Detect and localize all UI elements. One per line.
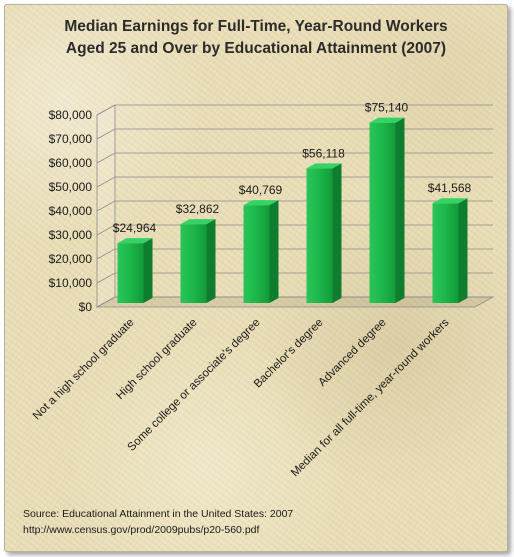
gridline	[96, 200, 493, 212]
data-label: $24,964	[113, 221, 157, 235]
source-url: http://www.census.gov/prod/2009pubs/p20-…	[23, 524, 259, 536]
y-tick-label: $70,000	[49, 132, 93, 146]
bar-top	[243, 200, 279, 206]
gridline	[96, 296, 493, 308]
y-tick-label: $80,000	[49, 108, 93, 122]
bar	[180, 219, 216, 303]
bar	[117, 238, 153, 303]
bar-front	[432, 203, 459, 303]
bar-top	[306, 163, 342, 169]
bar-side	[143, 238, 153, 303]
y-tick-label: $0	[79, 300, 93, 314]
bars	[117, 117, 468, 303]
gridline	[96, 272, 493, 284]
chart-title: Median Earnings for Full-Time, Year-Roun…	[64, 18, 447, 57]
gridline	[96, 104, 493, 116]
gridline	[96, 176, 493, 188]
data-labels: $24,964 $32,862 $40,769 $56,118 $75,140 $41,5…	[113, 101, 472, 235]
data-label: $32,862	[176, 202, 220, 216]
y-axis: $0 $10,000 $20,000 $30,000 $40,000 $50,000 $60…	[49, 108, 93, 314]
bar-top	[180, 219, 216, 225]
y-tick-label: $50,000	[49, 180, 93, 194]
bar-side	[332, 163, 342, 303]
chart-card: Median Earnings for Full-Time, Year-Roun…	[4, 4, 508, 552]
x-tick-label: Bachelor's degree	[252, 317, 326, 391]
chart-title-line-2: Aged 25 and Over by Educational Attainme…	[66, 40, 446, 57]
data-label: $75,140	[365, 101, 409, 115]
gridline	[96, 224, 493, 236]
data-label: $41,568	[428, 181, 472, 195]
x-tick-label: Advanced degree	[316, 317, 388, 389]
bar-front	[306, 168, 333, 303]
bar-top	[369, 117, 405, 123]
source-line-1: Source: Educational Attainment in the Un…	[23, 508, 293, 520]
bar	[369, 117, 405, 303]
y-tick-label: $40,000	[49, 204, 93, 218]
gridline	[96, 152, 493, 164]
bar-front	[117, 243, 144, 303]
y-tick-label: $20,000	[49, 252, 93, 266]
bar	[243, 200, 279, 303]
bar	[306, 163, 342, 303]
bar-side	[206, 219, 216, 303]
bar	[432, 198, 468, 303]
data-label: $56,118	[302, 146, 345, 160]
bar-top	[117, 238, 153, 244]
bar-chart: Median Earnings for Full-Time, Year-Roun…	[23, 18, 495, 536]
data-label: $40,769	[239, 183, 283, 197]
gridline	[96, 248, 493, 260]
bar-side	[458, 198, 468, 303]
bar-front	[180, 224, 207, 303]
gridlines	[96, 104, 493, 308]
y-tick-label: $60,000	[49, 156, 93, 170]
bar-front	[243, 205, 270, 303]
bar-front	[369, 122, 396, 303]
x-tick-label: Some college or associate's degree	[126, 317, 263, 454]
gridline	[96, 128, 493, 140]
bar-side	[269, 200, 279, 303]
x-tick-label: Not a high school graduate	[31, 317, 137, 423]
bar-top	[432, 198, 468, 204]
y-tick-label: $30,000	[49, 228, 93, 242]
y-tick-label: $10,000	[49, 276, 93, 290]
chart-title-line-1: Median Earnings for Full-Time, Year-Roun…	[64, 18, 447, 35]
bar-side	[395, 117, 405, 303]
